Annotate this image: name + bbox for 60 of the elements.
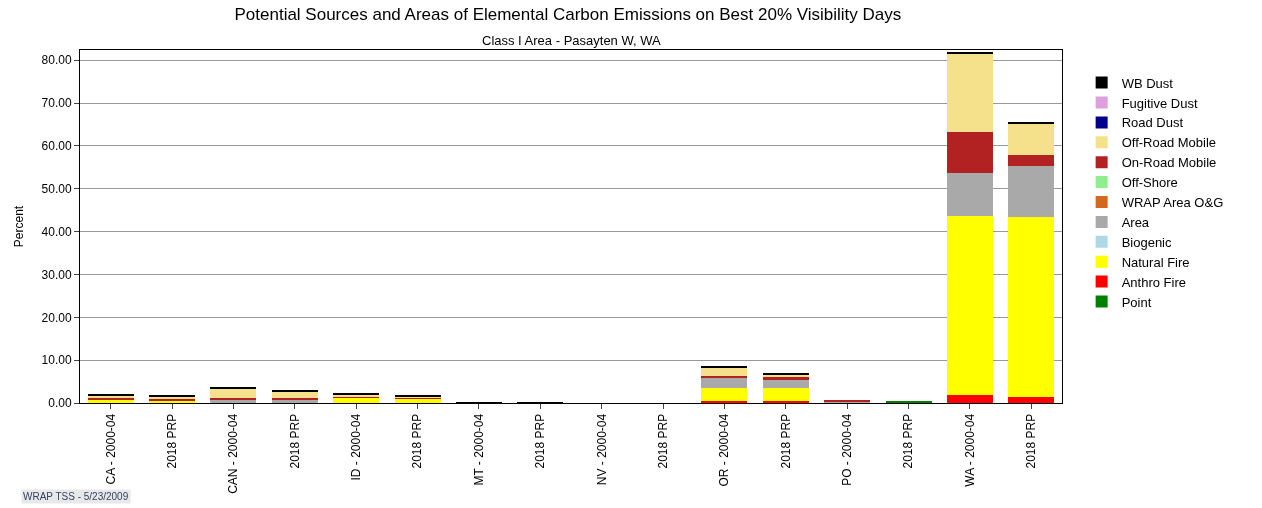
bar [333,397,380,403]
x-tick-label: NV - 2000-04 [594,413,609,486]
bar [210,388,257,399]
x-tick-label: PO - 2000-04 [840,413,855,486]
x-tick-label: CA - 2000-04 [103,413,118,485]
legend-label: Point [1121,294,1152,310]
x-tick-label: CAN - 2000-04 [226,413,241,494]
legend-label: Off-Shore [1121,175,1178,191]
bar [946,394,993,403]
bar [762,388,809,402]
x-tick-label: ID - 2000-04 [349,413,364,481]
bar [701,367,748,376]
bar [946,173,993,217]
y-tick-label: 50.00 [41,182,72,196]
y-tick-label: 80.00 [41,53,72,68]
x-tick-label: 2018 PRP [287,413,302,469]
legend-label: Road Dust [1121,115,1184,131]
y-tick-label: 0.00 [48,396,72,411]
x-tick-label: 2018 PRP [410,413,425,469]
chart-title: Potential Sources and Areas of Elemental Carbon Emissions on Best 20% Visibility Days [234,4,902,24]
legend-label: Biogenic [1121,234,1173,250]
x-tick-label: 2018 PRP [655,413,670,469]
y-tick-label: 40.00 [41,224,72,239]
x-tick-label: 2018 PRP [533,413,548,469]
y-axis-title: Percent [11,205,26,248]
y-tick-label: 10.00 [41,353,72,368]
legend-label: WB Dust [1121,75,1174,91]
y-tick-label: 70.00 [41,96,72,111]
legend-label: On-Road Mobile [1121,155,1217,171]
bar [1008,165,1055,218]
x-tick-label: WA - 2000-04 [962,413,977,487]
bar [271,391,318,399]
bar [1008,123,1055,155]
y-tick-label: 60.00 [41,139,72,154]
bar [701,400,748,403]
bar [1008,154,1055,166]
text: WRAP TSS - 5/23/2009 [23,491,129,502]
x-tick-label: MT - 2000-04 [471,413,486,486]
x-tick-label: 2018 PRP [778,413,793,469]
bar [946,132,993,174]
x-tick-label: OR - 2000-04 [717,413,732,487]
chart-subtitle: Class I Area - Pasayten W, WA [482,33,662,48]
x-tick-label: 2018 PRP [164,413,179,469]
bar [1008,397,1055,403]
legend-label: WRAP Area O&G [1121,195,1224,211]
bar [701,387,748,401]
bar [701,375,748,378]
y-tick-label: 30.00 [41,267,72,282]
legend-label: Area [1121,214,1150,230]
legend-label: Fugitive Dust [1121,95,1198,111]
bar [946,216,993,395]
y-tick-label: 20.00 [41,310,72,325]
x-tick-label: 2018 PRP [901,413,916,469]
legend-label: Off-Road Mobile [1121,135,1217,151]
bar [701,377,748,388]
legend-label: Anthro Fire [1121,274,1186,290]
bar [1008,217,1055,397]
bar [946,53,993,133]
x-tick-label: 2018 PRP [1024,413,1039,469]
legend-label: Natural Fire [1121,254,1190,270]
